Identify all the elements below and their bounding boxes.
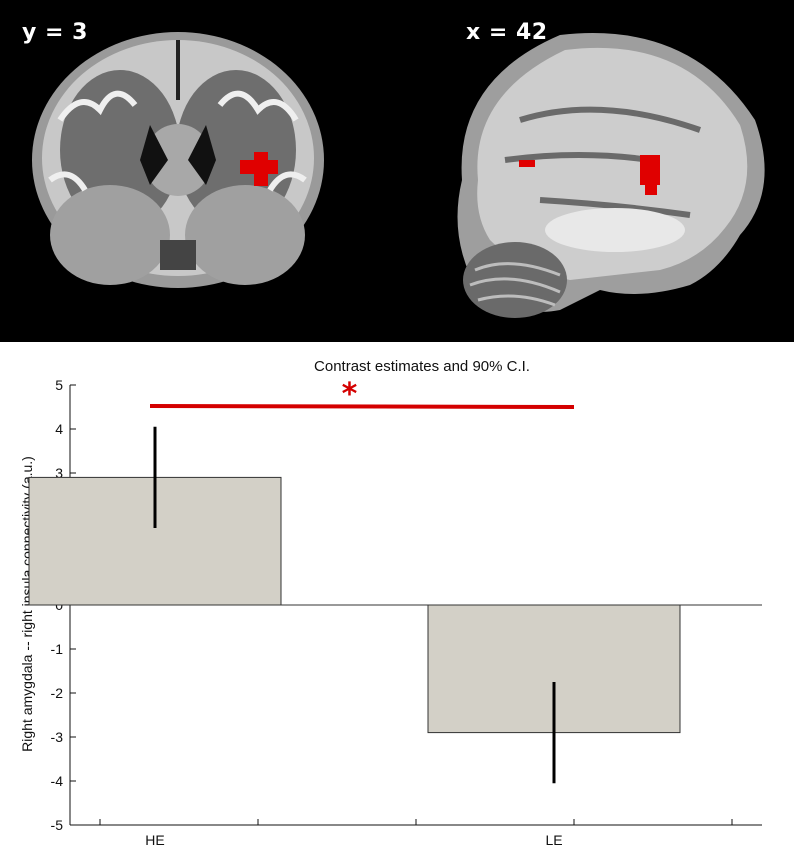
- y-tick-label: -5: [51, 817, 64, 833]
- significance-line: [149, 404, 575, 409]
- brain-images-panel: y = 3 x = 42: [0, 0, 794, 342]
- y-tick-label: -1: [51, 641, 64, 657]
- y-tick-label: -4: [51, 773, 64, 789]
- bar-chart: Contrast estimates and 90% C.I. Right am…: [0, 342, 794, 850]
- sagittal-activation-cluster: [640, 155, 660, 185]
- y-tick-label: 4: [55, 421, 63, 437]
- y-tick-label: -3: [51, 729, 64, 745]
- brain-slices-image: [32, 32, 765, 318]
- sagittal-brain-slice-image: [457, 33, 765, 318]
- y-tick-label: 5: [55, 377, 63, 393]
- sagittal-slice-label: x = 42: [466, 20, 548, 45]
- coronal-brain-slice-image: [32, 32, 324, 288]
- x-tick-label: HE: [145, 832, 164, 848]
- y-tick-label: 3: [55, 465, 63, 481]
- chart-canvas: Contrast estimates and 90% C.I. Right am…: [19, 358, 762, 848]
- y-tick-label: -2: [51, 685, 64, 701]
- coronal-slice-label: y = 3: [22, 20, 88, 45]
- x-tick-label: LE: [545, 832, 562, 848]
- chart-title: Contrast estimates and 90% C.I.: [314, 358, 530, 375]
- sagittal-activation-cluster-small: [519, 160, 535, 167]
- significance-star: *: [342, 377, 358, 412]
